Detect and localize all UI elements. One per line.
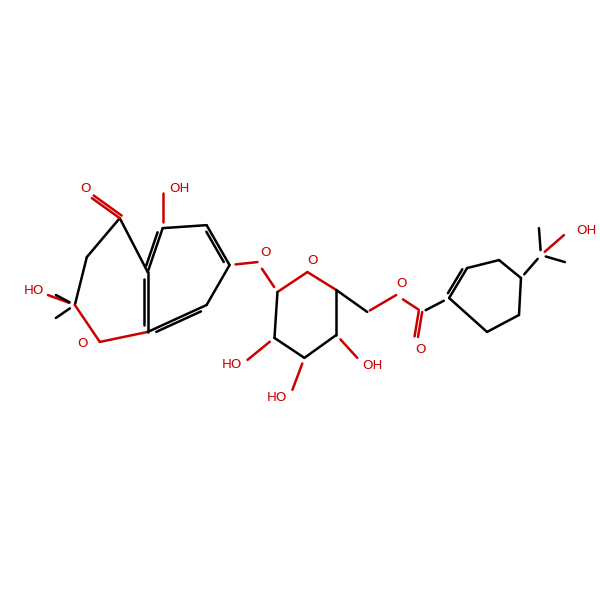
Text: OH: OH — [170, 182, 190, 195]
Text: O: O — [307, 254, 317, 266]
Text: O: O — [80, 182, 91, 195]
Text: O: O — [415, 343, 425, 356]
Text: HO: HO — [267, 391, 287, 404]
Text: O: O — [77, 337, 88, 350]
Text: HO: HO — [222, 358, 242, 371]
Text: OH: OH — [362, 359, 383, 373]
Text: HO: HO — [23, 284, 44, 296]
Text: O: O — [260, 245, 271, 259]
Text: OH: OH — [576, 224, 596, 236]
Text: O: O — [396, 277, 406, 290]
